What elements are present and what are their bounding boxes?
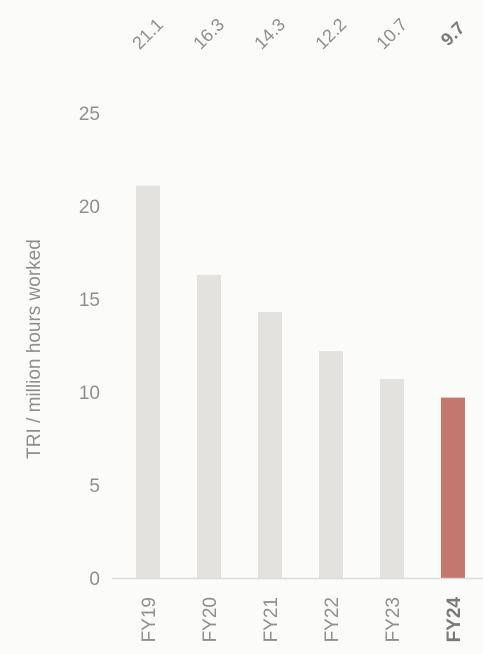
bar-fy24 [441, 397, 465, 578]
y-tick-label: 15 [79, 290, 100, 311]
x-tick-label-fy22: FY22 [322, 597, 343, 642]
x-tick-label-fy24: FY24 [444, 597, 465, 643]
value-label-fy21: 14.3 [250, 14, 289, 53]
bar-fy23 [380, 378, 404, 578]
bars [136, 185, 465, 579]
value-label-fy19: 21.1 [128, 14, 167, 53]
value-labels: 21.1 16.3 14.3 12.2 10.7 9.7 [128, 14, 468, 53]
x-axis-category-labels: FY19 FY20 FY21 FY22 FY23 FY24 [139, 597, 465, 643]
y-tick-label: 20 [79, 197, 100, 218]
value-label-fy22: 12.2 [311, 14, 350, 53]
bar-fy19 [136, 185, 160, 579]
x-tick-label-fy23: FY23 [383, 597, 404, 642]
y-tick-label: 10 [79, 383, 100, 404]
value-label-fy20: 16.3 [189, 14, 228, 53]
y-axis-title: TRI / million hours worked [24, 239, 45, 459]
x-tick-label-fy19: FY19 [139, 597, 160, 642]
y-tick-label: 25 [79, 104, 100, 125]
bar-fy22 [319, 351, 343, 578]
value-label-fy23: 10.7 [372, 14, 411, 53]
y-tick-label: 5 [89, 476, 100, 497]
value-label-fy24: 9.7 [437, 18, 469, 50]
bar-fy21 [258, 312, 282, 578]
x-tick-label-fy21: FY21 [261, 597, 282, 642]
bar-fy20 [197, 274, 221, 578]
y-tick-label: 0 [89, 569, 100, 590]
y-axis-ticks: 0 5 10 15 20 25 [79, 104, 100, 590]
x-tick-label-fy20: FY20 [200, 597, 221, 642]
